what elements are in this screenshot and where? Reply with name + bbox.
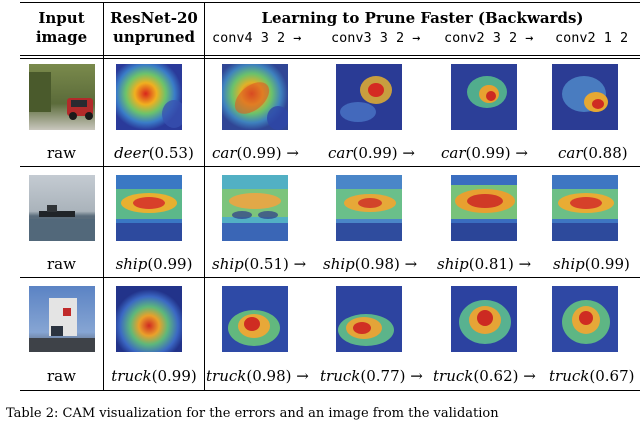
input-image-ship <box>29 175 95 241</box>
pred-conv2-1-row3: truck(0.67) <box>549 367 635 385</box>
header-layer-1: conv4 3 2 → <box>212 30 302 46</box>
header-unpruned: ResNet-20 unpruned <box>110 9 198 46</box>
col-rule-2 <box>204 2 205 391</box>
input-label-row3: raw <box>47 367 76 385</box>
pred-conv2-3-row1: car(0.99) → <box>441 144 528 162</box>
cam-conv2-1-row1 <box>552 64 618 130</box>
pred-conv2-1-row1: car(0.88) <box>558 144 628 162</box>
pred-conv4-row3: truck(0.98) → <box>206 367 309 385</box>
cam-conv4-row3 <box>222 286 288 352</box>
input-label-row1: raw <box>47 144 76 162</box>
pred-conv3-row2: ship(0.98) → <box>323 255 418 273</box>
pred-conv3-row1: car(0.99) → <box>328 144 415 162</box>
cam-conv3-row2 <box>336 175 402 241</box>
pred-conv4-row2: ship(0.51) → <box>212 255 307 273</box>
bottom-rule <box>20 390 640 391</box>
cam-conv4-row1 <box>222 64 288 130</box>
pred-conv2-3-row2: ship(0.81) → <box>437 255 532 273</box>
cam-conv4-row2 <box>222 175 288 241</box>
pred-conv3-row3: truck(0.77) → <box>320 367 423 385</box>
header-rule-2 <box>20 58 640 59</box>
cam-conv2-1-row2 <box>552 175 618 241</box>
col-rule-1 <box>103 2 104 391</box>
cam-unpruned-row2 <box>116 175 182 241</box>
cam-conv2-3-row3 <box>451 286 517 352</box>
input-label-row2: raw <box>47 255 76 273</box>
cam-conv2-3-row2 <box>451 175 517 241</box>
cam-conv3-row3 <box>336 286 402 352</box>
unpruned-pred-row3: truck(0.99) <box>111 367 197 385</box>
table-caption: Table 2: CAM visualization for the error… <box>6 406 499 421</box>
unpruned-pred-row2: ship(0.99) <box>115 255 193 273</box>
top-rule <box>20 2 640 3</box>
cam-conv2-1-row3 <box>552 286 618 352</box>
cam-unpruned-row3 <box>116 286 182 352</box>
pred-conv2-1-row2: ship(0.99) <box>553 255 630 273</box>
input-image-car <box>29 64 95 130</box>
cam-conv2-3-row1 <box>451 64 517 130</box>
unpruned-pred-row1: deer(0.53) <box>114 144 194 162</box>
pred-conv4-row1: car(0.99) → <box>212 144 299 162</box>
header-input-image: Input image <box>35 9 88 46</box>
input-image-truck <box>29 286 95 352</box>
header-layer-3: conv2 3 2 → <box>444 30 534 46</box>
header-group: Learning to Prune Faster (Backwards) <box>261 9 584 27</box>
cam-unpruned-row1 <box>116 64 182 130</box>
header-layer-4: conv2 1 2 <box>555 30 629 46</box>
row-rule-1 <box>20 166 640 167</box>
row-rule-2 <box>20 277 640 278</box>
pred-conv2-3-row3: truck(0.62) → <box>433 367 536 385</box>
header-rule-1 <box>20 55 640 56</box>
header-layer-2: conv3 3 2 → <box>331 30 421 46</box>
cam-conv3-row1 <box>336 64 402 130</box>
